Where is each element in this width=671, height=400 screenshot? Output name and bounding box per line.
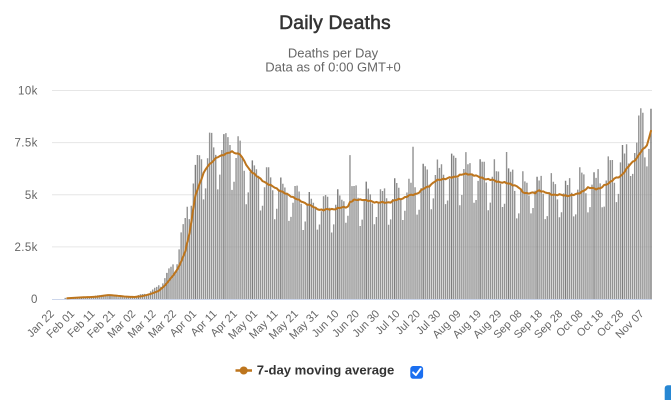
svg-text:10k: 10k bbox=[18, 86, 38, 98]
svg-text:Deaths per Day: Deaths per Day bbox=[288, 46, 379, 61]
svg-text:0: 0 bbox=[31, 294, 38, 306]
svg-text:2.5k: 2.5k bbox=[14, 242, 37, 254]
svg-text:5k: 5k bbox=[25, 190, 38, 202]
svg-text:Data as of 0:00 GMT+0: Data as of 0:00 GMT+0 bbox=[265, 60, 400, 75]
svg-text:7.5k: 7.5k bbox=[14, 138, 37, 150]
svg-text:Daily Deaths: Daily Deaths bbox=[279, 13, 391, 34]
svg-text:7-day moving average: 7-day moving average bbox=[257, 363, 395, 378]
